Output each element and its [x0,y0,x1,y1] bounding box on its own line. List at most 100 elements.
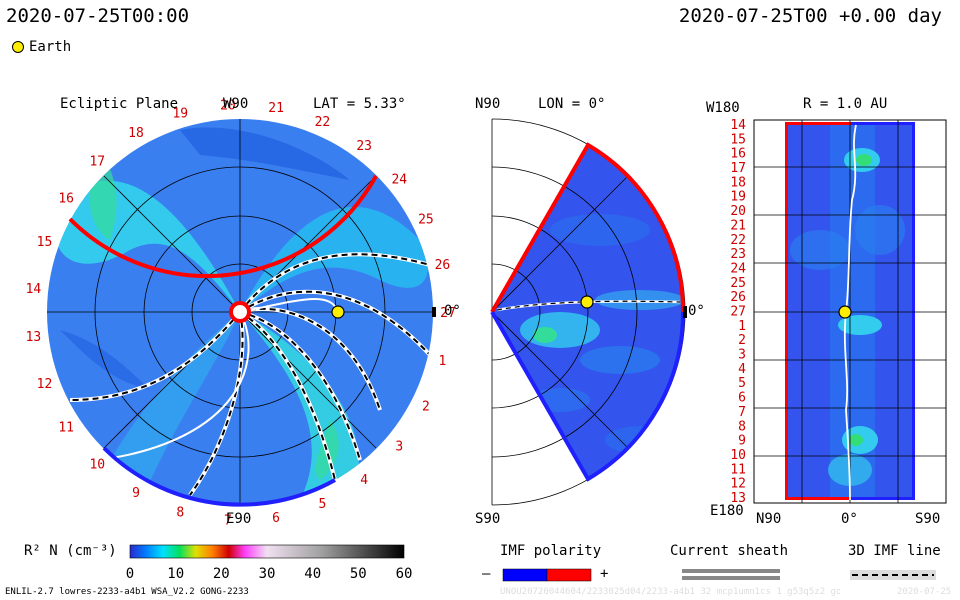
meridional-bottom-label: S90 [475,511,501,527]
ecliptic-longitude-label: 1 [438,354,446,369]
map-y-tick-label: 23 [730,247,746,262]
ecliptic-longitude-label: 17 [89,155,105,170]
map-y-tick-label: 1 [738,319,746,334]
current-sheath-label: Current sheath [670,543,789,559]
map-y-tick-label: 10 [730,448,746,463]
sheath-swatch [682,569,780,573]
colorbar: 0 10 20 30 40 50 60 [126,544,413,582]
map-y-tick-label: 2 [738,333,746,348]
run-id: UNOU20720044604/2233025d04/2233-a4b1 32 … [500,587,840,597]
ecliptic-lat: LAT = 5.33° [313,96,406,112]
map-y-tick-label: 27 [730,305,746,320]
map-y-tick-label: 20 [730,204,746,219]
meridional-right-label: 0° [688,303,705,319]
ecliptic-bottom-label: E90 [226,511,252,527]
map-y-tick-label: 17 [730,161,746,176]
ecliptic-longitude-label: 20 [220,98,236,113]
map-y-tick-label: 25 [730,276,746,291]
ecliptic-longitude-label: 21 [268,101,284,116]
ecliptic-longitude-label: 16 [58,192,74,207]
map-x-tick-n90: N90 [756,511,782,527]
ecliptic-longitude-label: 5 [318,497,326,512]
map-top-left-label: W180 [706,100,740,116]
ecliptic-longitude-label: 8 [176,505,184,520]
imf-polarity-label: IMF polarity [500,543,602,559]
map-y-tick-label: 7 [738,405,746,420]
map-bottom-left-label: E180 [710,503,744,519]
colorbar-tick-label: 40 [304,566,321,582]
colorbar-tick-label: 10 [167,566,184,582]
footer-date: 2020-07-25 [897,587,952,597]
ecliptic-longitude-label: 23 [356,139,372,154]
earth-marker-map [838,305,852,319]
map-y-tick-label: 6 [738,391,746,406]
colorbar-tick-label: 50 [350,566,367,582]
polarity-minus: – [482,566,491,582]
ecliptic-right-label: 0° [444,303,461,319]
map-y-tick-labels: 1415161718192021222324252627123456789101… [730,118,746,506]
ecliptic-longitude-label: 19 [172,107,188,122]
map-y-tick-label: 5 [738,376,746,391]
map-y-tick-label: 9 [738,434,746,449]
colorbar-label: R² N (cm⁻³) [24,543,117,559]
map-y-tick-label: 19 [730,190,746,205]
ecliptic-title: Ecliptic Plane [60,96,179,112]
time-left: 2020-07-25T00:00 [6,5,190,27]
polarity-plus: + [600,566,609,582]
map-x-tick-s90: S90 [915,511,941,527]
map-y-tick-label: 22 [730,233,746,248]
colorbar-tick-label: 0 [126,566,134,582]
earth-marker-ecliptic [331,305,345,319]
map-y-tick-label: 24 [730,262,746,277]
earth-legend-icon [12,41,24,53]
ecliptic-longitude-label: 15 [37,235,53,250]
map-title: R = 1.0 AU [803,96,888,112]
map-x-tick-0: 0° [841,511,858,527]
map-y-tick-label: 3 [738,348,746,363]
earth-marker-meridional [580,295,594,309]
ecliptic-longitude-label: 7 [224,514,232,529]
map-y-tick-label: 16 [730,147,746,162]
polarity-positive-swatch [546,568,592,582]
sphere-map-panel: 1415161718192021222324252627123456789101… [730,118,947,506]
ecliptic-longitude-label: 6 [272,511,280,526]
map-y-tick-label: 12 [730,477,746,492]
colorbar-tick-label: 60 [396,566,413,582]
meridional-title: LON = 0° [538,96,606,112]
meridional-panel [490,118,687,506]
ecliptic-longitude-label: 27 [440,306,456,321]
ecliptic-longitude-label: 26 [435,258,451,273]
map-y-tick-label: 13 [730,491,746,506]
map-y-tick-label: 26 [730,290,746,305]
map-y-tick-label: 14 [730,118,746,133]
ecliptic-longitude-label: 4 [360,473,368,488]
ecliptic-longitude-label: 11 [58,420,74,435]
ecliptic-longitude-label: 25 [418,213,434,228]
imf-line-label: 3D IMF line [848,543,941,559]
ecliptic-longitude-label: 10 [89,457,105,472]
ecliptic-longitude-label: 22 [315,115,331,130]
model-info: ENLIL-2.7 lowres-2233-a4b1 WSA_V2.2 GONG… [5,587,249,597]
ecliptic-top-label: W90 [223,96,249,112]
ecliptic-longitude-label: 14 [26,282,42,297]
map-y-tick-label: 21 [730,218,746,233]
ecliptic-longitude-label: 3 [395,440,403,455]
map-y-tick-label: 11 [730,462,746,477]
earth-legend: Earth [12,39,71,55]
ecliptic-longitude-label: 18 [128,126,144,141]
map-y-tick-label: 18 [730,175,746,190]
ecliptic-longitude-label: 9 [132,486,140,501]
ecliptic-longitude-label: 12 [37,377,53,392]
time-right: 2020-07-25T00 +0.00 day [678,5,942,27]
ecliptic-longitude-label: 13 [26,330,42,345]
map-y-tick-label: 15 [730,132,746,147]
ecliptic-longitude-label: 24 [391,172,407,187]
polarity-negative-swatch [502,568,548,582]
meridional-top-label: N90 [475,96,501,112]
map-y-tick-label: 4 [738,362,746,377]
earth-legend-label: Earth [29,39,72,55]
colorbar-tick-label: 30 [259,566,276,582]
